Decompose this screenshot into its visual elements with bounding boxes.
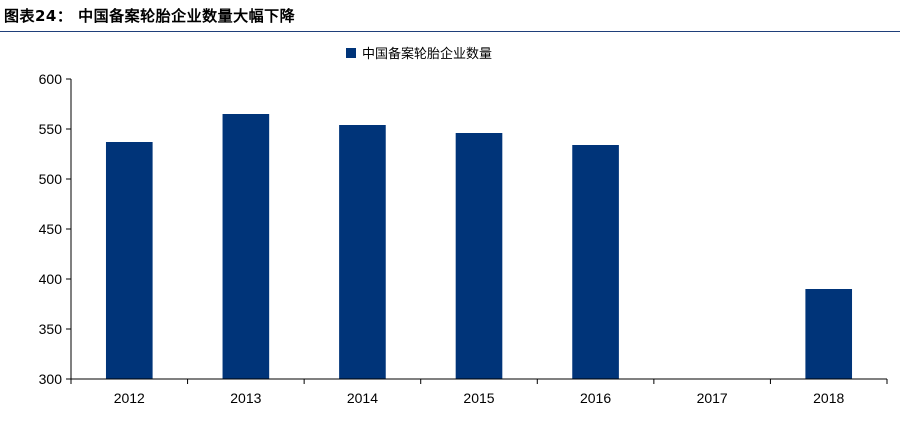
x-tick-label: 2013 xyxy=(230,390,261,406)
x-tick-label: 2012 xyxy=(114,390,145,406)
y-tick-label: 350 xyxy=(39,321,63,337)
bar-2013 xyxy=(222,114,270,379)
bar-2014 xyxy=(339,125,386,379)
y-tick-label: 500 xyxy=(39,171,63,187)
chart-legend: 中国备案轮胎企业数量 xyxy=(346,46,492,61)
y-tick-label: 400 xyxy=(39,271,63,287)
legend-swatch xyxy=(346,48,356,58)
bar-2012 xyxy=(105,142,153,379)
y-tick-label: 450 xyxy=(39,221,63,237)
legend-label: 中国备案轮胎企业数量 xyxy=(362,46,492,61)
header-rule xyxy=(0,31,900,32)
x-tick-label: 2017 xyxy=(697,390,728,406)
figure-header: 图表24： 中国备案轮胎企业数量大幅下降 xyxy=(0,0,900,34)
x-tick-label: 2018 xyxy=(813,390,844,406)
bar-2016 xyxy=(572,145,619,379)
x-tick-label: 2016 xyxy=(580,390,611,406)
y-axis: 300 350 400 450 500 550 600 xyxy=(39,71,72,387)
bars-group xyxy=(105,114,853,379)
y-tick-label: 300 xyxy=(39,371,63,387)
bar-2018 xyxy=(805,289,853,379)
x-axis: 2012 2013 2014 2015 2016 2017 2018 xyxy=(70,378,888,406)
y-tick-label: 550 xyxy=(39,121,63,137)
x-tick-label: 2014 xyxy=(347,390,378,406)
y-tick-label: 600 xyxy=(39,71,63,87)
bar-2015 xyxy=(455,133,503,379)
x-tick-label: 2015 xyxy=(463,390,494,406)
figure-title: 图表24： 中国备案轮胎企业数量大幅下降 xyxy=(4,7,296,25)
